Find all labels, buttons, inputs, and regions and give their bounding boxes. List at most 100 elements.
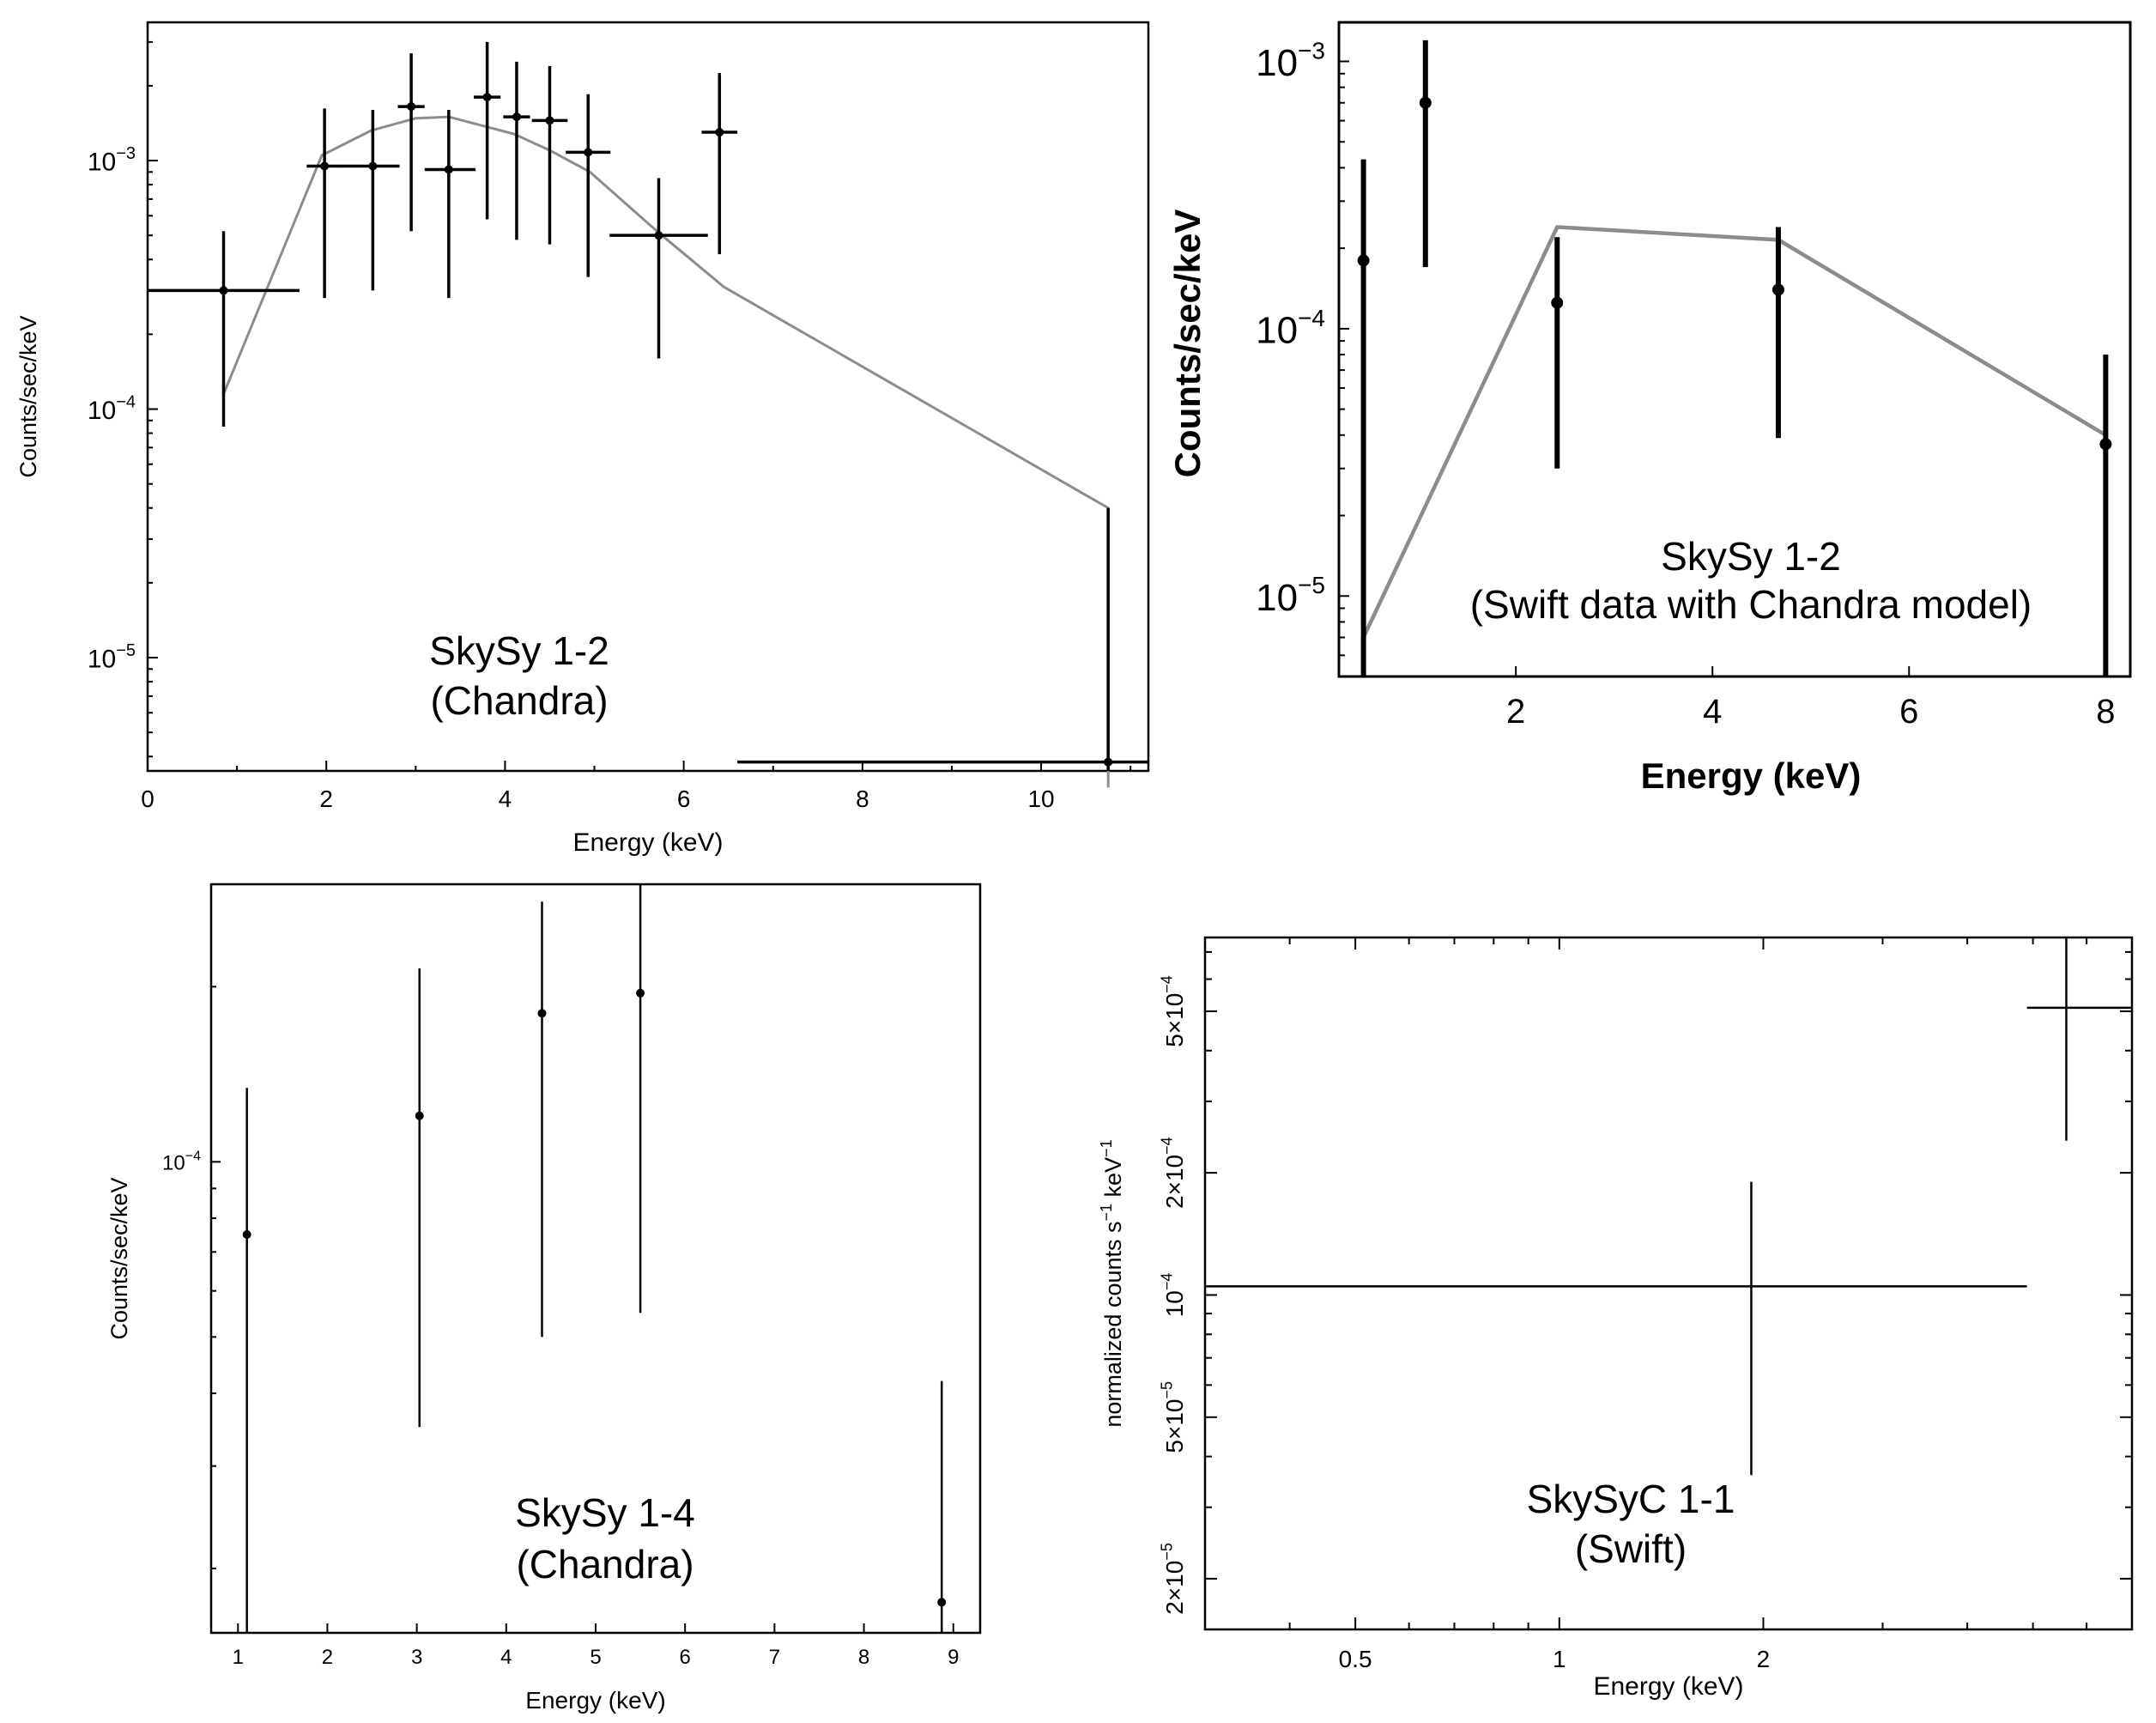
data-point <box>636 884 645 1313</box>
y-tick-label-exponent: −4 <box>1158 1273 1175 1291</box>
data-point <box>1419 39 1432 268</box>
x-tick-label: 2 <box>322 1646 333 1669</box>
x-tick-label: 4 <box>499 786 512 812</box>
y-tick-label-exponent: −4 <box>1158 1137 1175 1155</box>
p3-ticks: 10−4 1 2 3 4 5 6 7 8 9 <box>162 986 959 1669</box>
data-point <box>1357 159 1370 676</box>
p4-y-axis-label-part-3: keV <box>1100 1157 1126 1204</box>
p2-annotation-line-2: (Swift data with Chandra model) <box>1470 582 2032 627</box>
data-marker <box>2099 438 2112 451</box>
x-tick-label: 10 <box>1027 786 1054 812</box>
data-marker <box>545 116 554 125</box>
data-point <box>148 231 300 427</box>
data-marker <box>636 988 645 998</box>
p3-annotation-line-1: SkySy 1-4 <box>515 1490 695 1535</box>
data-marker <box>937 1598 947 1607</box>
x-tick-label: 0 <box>141 786 154 812</box>
data-marker <box>1357 254 1370 267</box>
y-tick-label-exponent: −5 <box>1298 572 1325 598</box>
data-point <box>2099 355 2112 676</box>
p4-annotation-line-2: (Swift) <box>1575 1526 1687 1571</box>
p2-x-axis-label: Energy (keV) <box>1641 755 1862 796</box>
data-marker <box>584 148 593 157</box>
data-point <box>737 507 1148 771</box>
y-tick-label-base: 5×10 <box>1161 993 1188 1047</box>
y-tick-label: 10−3 <box>88 144 136 177</box>
y-tick-label: 5×10−4 <box>1158 975 1188 1047</box>
x-tick-label: 2 <box>1757 1646 1771 1672</box>
data-point <box>397 53 425 232</box>
data-point <box>1551 237 1564 469</box>
p1-plot-frame <box>146 21 1150 773</box>
data-point <box>1205 1181 2027 1476</box>
data-marker <box>654 231 663 240</box>
p1-annotation-line-2: (Chandra) <box>430 678 608 723</box>
y-tick-label: 5×10−5 <box>1158 1381 1188 1453</box>
x-tick-label: 2 <box>319 786 333 812</box>
data-marker <box>1771 283 1784 296</box>
x-tick-label: 8 <box>856 786 869 812</box>
x-tick-label: 1 <box>233 1646 244 1669</box>
x-tick-label: 8 <box>2096 693 2115 731</box>
p1-ticks: 10−510−410−30 2 4 6 8 10 <box>88 40 1132 812</box>
p2-annotation-line-1: SkySy 1-2 <box>1661 534 1841 579</box>
panel-skysy-1-2-swift: 10−510−410−32 4 6 8 Counts/sec/keV Energy (… <box>1167 21 2132 796</box>
y-tick-label-exponent: −3 <box>116 144 136 163</box>
p3-data <box>242 884 947 1633</box>
x-tick-label: 7 <box>769 1646 780 1669</box>
x-tick-label: 9 <box>948 1646 959 1669</box>
y-tick-label: 10−4 <box>88 392 136 425</box>
p3-x-axis-label: Energy (keV) <box>525 1687 665 1714</box>
data-marker <box>242 1229 251 1239</box>
data-point <box>242 1088 251 1633</box>
data-marker <box>1419 96 1432 109</box>
data-marker <box>1104 757 1113 767</box>
data-marker <box>1551 296 1564 309</box>
y-tick-label-base: 10 <box>1256 310 1298 352</box>
data-point <box>531 65 568 245</box>
y-tick-label-exponent: −4 <box>1298 305 1325 331</box>
y-tick-label-exponent: −3 <box>1298 37 1325 64</box>
data-marker <box>219 286 228 295</box>
y-tick-label-base: 10 <box>1161 1290 1188 1317</box>
x-tick-label: 1 <box>1553 1646 1566 1672</box>
y-tick-label: 2×10−4 <box>1158 1137 1188 1209</box>
y-tick-label-base: 10 <box>88 148 116 176</box>
p1-data <box>148 41 1148 788</box>
y-tick-label-base: 10 <box>88 645 116 673</box>
data-point <box>1771 227 1784 439</box>
p4-y-axis-label-part-4: −1 <box>1098 1139 1115 1157</box>
data-point <box>701 73 738 255</box>
y-tick-label-base: 2×10 <box>1161 1155 1188 1209</box>
y-tick-label-exponent: −4 <box>185 1150 201 1164</box>
data-point <box>609 178 708 359</box>
x-tick-label: 3 <box>411 1646 422 1669</box>
data-point <box>306 108 342 299</box>
data-point <box>503 61 530 240</box>
p1-x-axis-label: Energy (keV) <box>572 828 723 857</box>
x-tick-label: 8 <box>858 1646 869 1669</box>
p4-plot-frame <box>1203 936 2134 1631</box>
data-point <box>341 109 400 291</box>
data-marker <box>415 1111 424 1120</box>
x-tick-label: 2 <box>1506 693 1525 731</box>
p2-data <box>1357 39 2112 676</box>
data-point <box>473 41 501 220</box>
x-tick-label: 4 <box>1703 693 1722 731</box>
data-point <box>424 109 476 299</box>
y-tick-label-exponent: −5 <box>1158 1381 1175 1399</box>
data-marker <box>482 93 492 102</box>
y-tick-label-exponent: −5 <box>116 641 136 660</box>
model-curve <box>1361 225 2107 639</box>
p2-y-axis-label: Counts/sec/keV <box>1167 209 1208 478</box>
x-tick-label: 6 <box>677 786 691 812</box>
y-tick-label-exponent: −4 <box>1158 975 1175 993</box>
panel-skysyc-1-1-swift: 2×10−55×10−510−42×10−45×10−40.5 1 2 normal… <box>1098 936 2134 1701</box>
data-point <box>937 1380 947 1633</box>
x-tick-label: 5 <box>590 1646 601 1669</box>
data-marker <box>537 1009 547 1018</box>
data-marker <box>715 128 724 137</box>
data-marker <box>407 102 416 112</box>
y-tick-label-base: 10 <box>88 397 116 425</box>
p4-x-axis-label: Energy (keV) <box>1593 1672 1743 1701</box>
